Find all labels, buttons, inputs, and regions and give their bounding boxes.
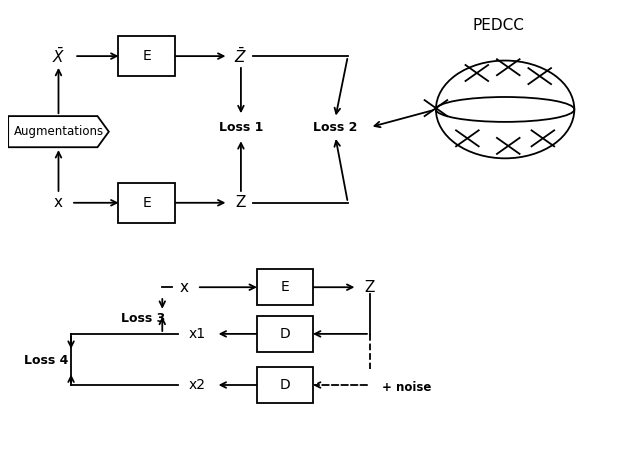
FancyBboxPatch shape (118, 183, 175, 223)
Text: x: x (54, 195, 63, 210)
Text: D: D (280, 378, 291, 392)
Text: E: E (142, 49, 151, 63)
Text: E: E (142, 196, 151, 210)
FancyBboxPatch shape (257, 270, 313, 305)
Text: $\bar{X}$: $\bar{X}$ (52, 46, 65, 66)
Text: $\bar{Z}$: $\bar{Z}$ (234, 46, 248, 66)
Text: Loss 4: Loss 4 (24, 354, 68, 367)
FancyBboxPatch shape (118, 36, 175, 76)
Text: D: D (280, 327, 291, 341)
Polygon shape (8, 116, 109, 147)
Text: Z: Z (236, 195, 246, 210)
Text: Loss 3: Loss 3 (122, 312, 166, 325)
Text: x1: x1 (188, 327, 205, 341)
Text: Loss 1: Loss 1 (219, 121, 263, 134)
Text: Loss 2: Loss 2 (313, 121, 358, 134)
Text: Augmentations: Augmentations (13, 125, 104, 138)
FancyBboxPatch shape (257, 367, 313, 403)
FancyBboxPatch shape (257, 316, 313, 351)
Text: + noise: + noise (383, 381, 432, 394)
Text: E: E (280, 280, 289, 294)
Text: x2: x2 (188, 378, 205, 392)
Text: PEDCC: PEDCC (473, 18, 525, 32)
Text: x: x (180, 280, 189, 295)
Text: Z: Z (365, 280, 375, 295)
